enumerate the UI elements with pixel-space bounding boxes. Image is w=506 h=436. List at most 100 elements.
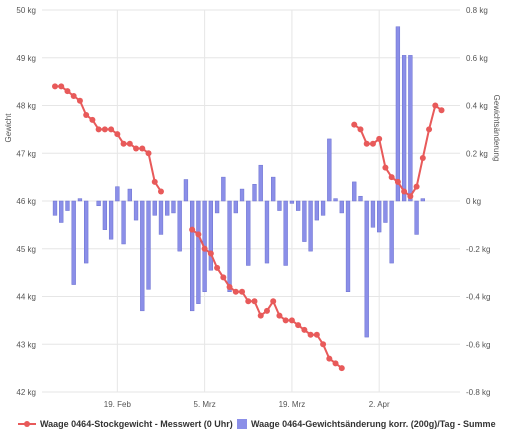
bar-mark[interactable] bbox=[59, 200, 64, 223]
bar-mark[interactable] bbox=[227, 200, 232, 292]
bar-mark[interactable] bbox=[308, 200, 313, 252]
bar-mark[interactable] bbox=[302, 200, 307, 242]
bar-mark[interactable] bbox=[246, 200, 251, 266]
bar-mark[interactable] bbox=[158, 200, 164, 235]
line-point[interactable] bbox=[195, 231, 202, 238]
bar-mark[interactable] bbox=[239, 188, 245, 202]
line-point[interactable] bbox=[101, 126, 108, 133]
line-point[interactable] bbox=[357, 126, 364, 133]
bar-mark[interactable] bbox=[252, 184, 257, 202]
line-point[interactable] bbox=[320, 341, 327, 348]
bar-mark[interactable] bbox=[383, 200, 388, 223]
bar-mark[interactable] bbox=[77, 198, 83, 202]
line-point[interactable] bbox=[257, 312, 264, 319]
bar-mark[interactable] bbox=[364, 200, 369, 338]
bar-mark[interactable] bbox=[115, 186, 120, 202]
line-point[interactable] bbox=[401, 188, 408, 195]
line-point[interactable] bbox=[207, 250, 214, 257]
line-point[interactable] bbox=[89, 116, 96, 123]
bar-mark[interactable] bbox=[264, 200, 270, 264]
line-point[interactable] bbox=[419, 155, 426, 162]
line-point[interactable] bbox=[64, 88, 71, 95]
line-point[interactable] bbox=[363, 140, 370, 147]
line-point[interactable] bbox=[220, 274, 227, 281]
line-point[interactable] bbox=[108, 126, 115, 133]
line-point[interactable] bbox=[70, 92, 77, 99]
line-point[interactable] bbox=[95, 126, 102, 133]
bar-mark[interactable] bbox=[108, 200, 114, 240]
line-point[interactable] bbox=[214, 264, 221, 271]
line-point[interactable] bbox=[426, 126, 433, 133]
line-point[interactable] bbox=[151, 178, 158, 185]
bar-mark[interactable] bbox=[190, 200, 195, 312]
line-point[interactable] bbox=[157, 188, 164, 195]
line-point[interactable] bbox=[270, 298, 277, 305]
line-point[interactable] bbox=[139, 145, 146, 152]
line-point[interactable] bbox=[226, 283, 233, 290]
bar-mark[interactable] bbox=[358, 195, 363, 202]
bar-mark[interactable] bbox=[165, 200, 170, 216]
bar-mark[interactable] bbox=[408, 55, 413, 202]
bar-mark[interactable] bbox=[71, 200, 76, 285]
line-point[interactable] bbox=[133, 145, 140, 152]
bar-mark[interactable] bbox=[352, 181, 357, 202]
bar-mark[interactable] bbox=[152, 200, 157, 216]
line-point[interactable] bbox=[413, 183, 420, 190]
bar-mark[interactable] bbox=[295, 200, 301, 211]
line-point[interactable] bbox=[239, 288, 246, 295]
line-point[interactable] bbox=[245, 298, 252, 305]
line-point[interactable] bbox=[145, 150, 152, 157]
bar-mark[interactable] bbox=[140, 200, 145, 312]
line-point[interactable] bbox=[232, 288, 239, 295]
bar-mark[interactable] bbox=[258, 164, 263, 202]
line-point[interactable] bbox=[201, 245, 208, 252]
bar-mark[interactable] bbox=[133, 200, 139, 221]
bar-mark[interactable] bbox=[84, 200, 89, 264]
line-point[interactable] bbox=[432, 102, 439, 109]
bar-mark[interactable] bbox=[177, 200, 182, 252]
line-point[interactable] bbox=[282, 317, 289, 324]
line-point[interactable] bbox=[114, 131, 121, 138]
line-point[interactable] bbox=[338, 365, 345, 372]
line-point[interactable] bbox=[313, 331, 320, 338]
bar-mark[interactable] bbox=[377, 200, 382, 233]
bar-mark[interactable] bbox=[102, 200, 108, 230]
bar-mark[interactable] bbox=[65, 200, 70, 211]
line-point[interactable] bbox=[120, 140, 127, 147]
bar-mark[interactable] bbox=[121, 200, 126, 245]
bar-mark[interactable] bbox=[221, 176, 226, 202]
bar-mark[interactable] bbox=[127, 188, 132, 202]
line-point[interactable] bbox=[369, 140, 376, 147]
line-point[interactable] bbox=[295, 322, 302, 329]
line-point[interactable] bbox=[394, 178, 401, 185]
bar-mark[interactable] bbox=[183, 179, 189, 202]
bar-mark[interactable] bbox=[208, 200, 214, 271]
line-point[interactable] bbox=[52, 83, 58, 90]
bar-mark[interactable] bbox=[389, 200, 394, 264]
bar-mark[interactable] bbox=[283, 200, 288, 266]
line-point[interactable] bbox=[351, 121, 358, 128]
legend[interactable]: Waage 0464-Stockgewicht - Messwert (0 Uh… bbox=[18, 419, 496, 429]
line-point[interactable] bbox=[307, 331, 314, 338]
bar-mark[interactable] bbox=[214, 200, 220, 214]
line-point[interactable] bbox=[301, 326, 308, 333]
bar-mark[interactable] bbox=[320, 200, 326, 216]
bar-mark[interactable] bbox=[271, 176, 276, 202]
bar-mark[interactable] bbox=[345, 200, 351, 292]
bar-mark[interactable] bbox=[52, 200, 58, 216]
line-point[interactable] bbox=[189, 226, 196, 233]
bar-mark[interactable] bbox=[314, 200, 319, 221]
line-point[interactable] bbox=[438, 107, 445, 114]
line-point[interactable] bbox=[76, 97, 83, 104]
bar-mark[interactable] bbox=[370, 200, 376, 228]
bar-mark[interactable] bbox=[171, 200, 176, 214]
line-point[interactable] bbox=[263, 307, 270, 314]
legend-item-bar[interactable]: Waage 0464-Gewichtsänderung korr. (200g)… bbox=[237, 419, 496, 429]
bar-mark[interactable] bbox=[327, 138, 332, 202]
line-point[interactable] bbox=[83, 112, 90, 119]
bar-mark[interactable] bbox=[289, 200, 295, 204]
bar-mark[interactable] bbox=[277, 200, 282, 211]
line-point[interactable] bbox=[326, 355, 333, 362]
bar-mark[interactable] bbox=[414, 200, 419, 235]
bar-mark[interactable] bbox=[146, 200, 151, 290]
